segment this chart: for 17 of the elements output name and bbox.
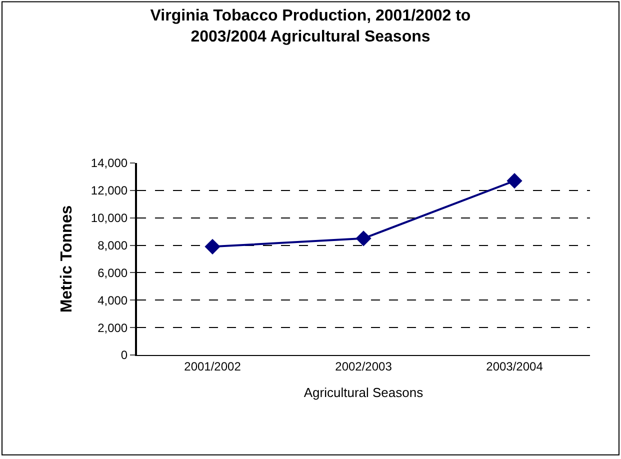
- y-tick-label: 6,000: [98, 266, 128, 280]
- point: [356, 230, 372, 246]
- x-tick-label: 2002/2003: [335, 359, 392, 374]
- x-tick-label: 2001/2002: [184, 359, 242, 374]
- point: [506, 173, 522, 189]
- chart-title: Virginia Tobacco Production, 2001/2002 to 2003/2004 Agricultural Seasons: [150, 8, 471, 46]
- y-axis-title: Metric Tonnes: [58, 205, 76, 313]
- y-tick-label: 0: [120, 348, 128, 362]
- y-tick-label: 14,000: [90, 156, 128, 170]
- x-axis-title: Agricultural Seasons: [304, 385, 424, 400]
- point: [204, 238, 220, 254]
- x-tick-label: 2003/2004: [486, 359, 544, 374]
- y-tick-label: 8,000: [98, 238, 128, 252]
- y-tick-label: 10,000: [90, 211, 128, 226]
- y-tick-label: 12,000: [90, 184, 128, 198]
- y-tick-label: 2,000: [98, 320, 128, 335]
- y-tick-label: 4,000: [98, 293, 128, 308]
